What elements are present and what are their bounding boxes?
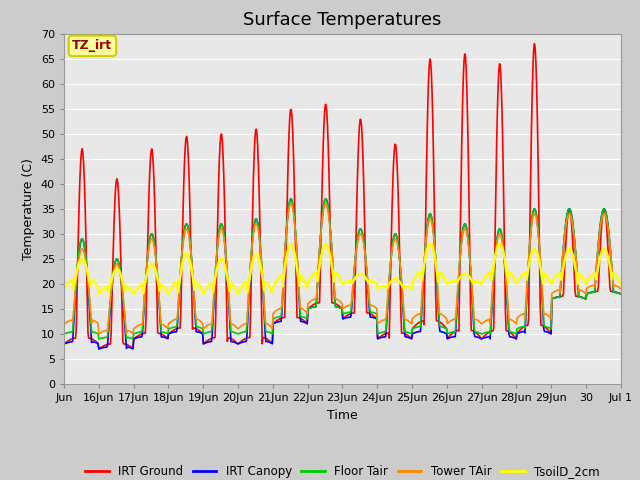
IRT Ground xyxy=(277,315,285,321)
Tower TAir xyxy=(228,321,236,327)
Y-axis label: Temperature (C): Temperature (C) xyxy=(22,158,35,260)
Floor Tair xyxy=(617,291,625,297)
Line: Tower TAir: Tower TAir xyxy=(64,204,621,334)
Tower TAir xyxy=(287,201,295,207)
Line: Floor Tair: Floor Tair xyxy=(64,199,621,339)
TsoilD_2cm xyxy=(256,261,264,266)
IRT Ground xyxy=(432,291,440,297)
Text: TZ_irt: TZ_irt xyxy=(72,39,113,52)
Tower TAir xyxy=(60,321,68,327)
Tower TAir xyxy=(401,317,409,323)
Floor Tair xyxy=(60,331,68,337)
TsoilD_2cm xyxy=(95,291,102,297)
Tower TAir xyxy=(95,331,102,337)
Line: TsoilD_2cm: TsoilD_2cm xyxy=(64,244,621,294)
Line: IRT Canopy: IRT Canopy xyxy=(64,199,621,349)
IRT Ground xyxy=(60,341,68,347)
IRT Ground xyxy=(95,346,102,352)
TsoilD_2cm xyxy=(401,283,408,289)
Tower TAir xyxy=(433,265,440,271)
IRT Canopy xyxy=(228,339,236,345)
Floor Tair xyxy=(277,313,285,319)
TsoilD_2cm xyxy=(228,282,236,288)
Floor Tair xyxy=(256,239,264,245)
TsoilD_2cm xyxy=(432,260,440,265)
IRT Ground xyxy=(126,344,134,349)
IRT Ground xyxy=(531,41,538,47)
IRT Canopy xyxy=(256,241,264,247)
Floor Tair xyxy=(401,329,409,335)
IRT Canopy xyxy=(95,346,102,352)
Floor Tair xyxy=(287,196,295,202)
IRT Ground xyxy=(617,291,625,297)
IRT Canopy xyxy=(617,291,625,297)
TsoilD_2cm xyxy=(60,286,68,292)
Floor Tair xyxy=(433,267,440,273)
Title: Surface Temperatures: Surface Temperatures xyxy=(243,11,442,29)
IRT Ground xyxy=(256,226,264,232)
IRT Canopy xyxy=(287,196,295,202)
TsoilD_2cm xyxy=(126,286,134,292)
Line: IRT Ground: IRT Ground xyxy=(64,44,621,349)
Floor Tair xyxy=(95,336,102,342)
IRT Canopy xyxy=(433,270,440,276)
IRT Canopy xyxy=(126,345,134,350)
IRT Ground xyxy=(401,331,408,336)
Tower TAir xyxy=(617,286,625,292)
Tower TAir xyxy=(277,306,285,312)
Floor Tair xyxy=(228,329,236,335)
Tower TAir xyxy=(256,242,264,248)
X-axis label: Time: Time xyxy=(327,408,358,421)
IRT Ground xyxy=(228,336,236,342)
IRT Canopy xyxy=(277,319,285,324)
IRT Canopy xyxy=(60,341,68,347)
Tower TAir xyxy=(126,329,134,335)
Floor Tair xyxy=(126,335,134,341)
Legend: IRT Ground, IRT Canopy, Floor Tair, Tower TAir, TsoilD_2cm: IRT Ground, IRT Canopy, Floor Tair, Towe… xyxy=(81,461,604,480)
TsoilD_2cm xyxy=(496,241,504,247)
TsoilD_2cm xyxy=(277,273,285,278)
TsoilD_2cm xyxy=(617,281,625,287)
IRT Canopy xyxy=(401,334,409,340)
